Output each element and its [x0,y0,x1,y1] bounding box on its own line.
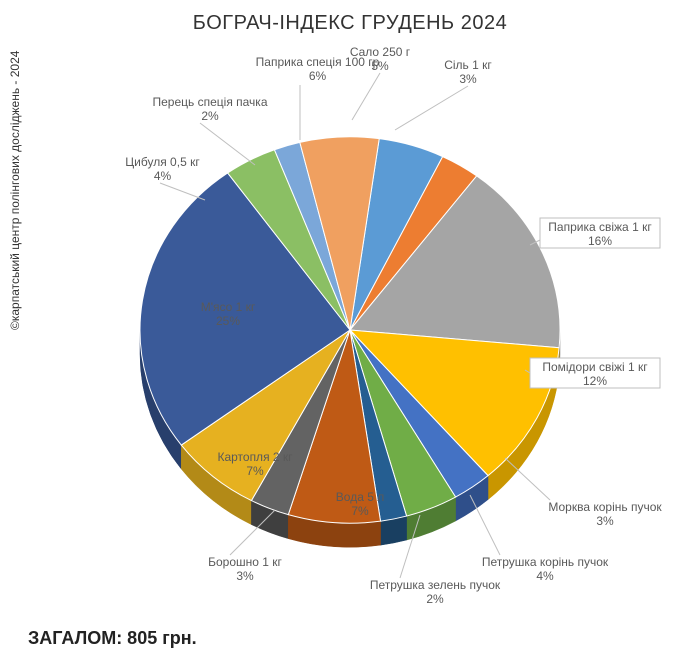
leader-line [470,495,500,555]
slice-label: Сіль 1 кг [444,58,492,72]
slice-pct: 25% [216,314,240,328]
slice-pct: 2% [201,109,219,123]
slice-label: Перець спеція пачка [153,95,268,109]
slice-label: Борошно 1 кг [208,555,282,569]
slice-label: Паприка спеція 100 гр [256,55,380,69]
slice-label: Петрушка корінь пучок [482,555,609,569]
slice-pct: 3% [596,514,614,528]
slice-pct: 4% [536,569,554,583]
slice-pct: 16% [588,234,612,248]
leader-line [200,123,255,165]
slice-pct: 7% [351,504,369,518]
leader-line [352,73,380,120]
total-label: ЗАГАЛОМ: 805 грн. [28,628,197,649]
leader-line [160,183,205,200]
slice-label: Цибуля 0,5 кг [125,155,200,169]
slice-pct: 7% [246,464,264,478]
chart-frame: БОГРАЧ-ІНДЕКС ГРУДЕНЬ 2024 ©карпатський … [0,0,700,667]
slice-label: Картопля 2 кг [217,450,293,464]
slice-pct: 3% [236,569,254,583]
pie-chart: Сало 250 г5%Сіль 1 кг3%Паприка свіжа 1 к… [0,0,700,667]
slice-label: Вода 5 л [336,490,384,504]
slice-pct: 6% [309,69,327,83]
leader-line [505,458,550,500]
slice-pct: 12% [583,374,607,388]
slice-pct: 2% [426,592,444,606]
slice-label: М'ясо 1 кг [201,300,256,314]
slice-pct: 3% [459,72,477,86]
slice-label: Помідори свіжі 1 кг [542,360,648,374]
slice-label: Петрушка зелень пучок [370,578,501,592]
slice-pct: 4% [154,169,172,183]
leader-line [395,86,468,130]
slice-label: Паприка свіжа 1 кг [548,220,652,234]
slice-label: Морква корінь пучок [548,500,662,514]
